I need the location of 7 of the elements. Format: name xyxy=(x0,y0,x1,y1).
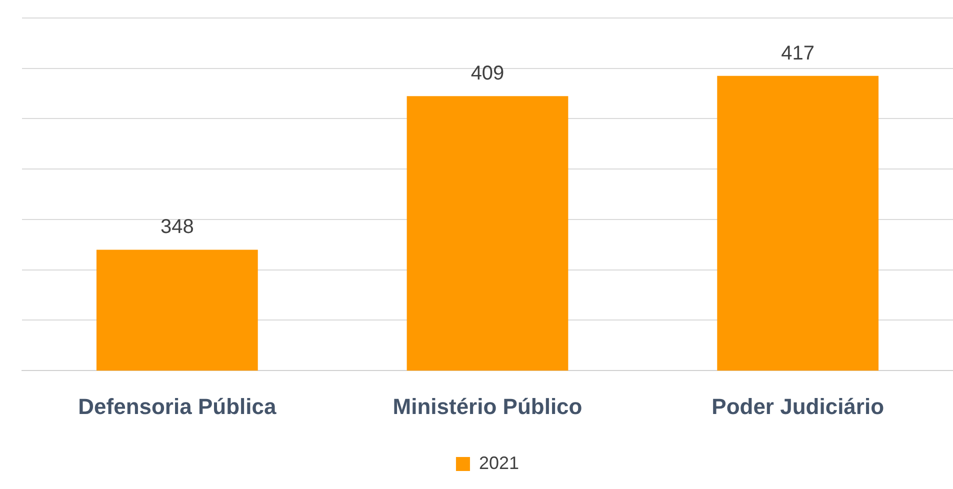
data-label: 348 xyxy=(160,216,194,238)
legend-label: 2021 xyxy=(478,452,520,473)
x-tick-label: Poder Judiciário xyxy=(712,394,884,419)
x-tick-label: Ministério Público xyxy=(392,394,582,419)
x-tick-label: Defensoria Pública xyxy=(78,394,277,419)
data-label: 417 xyxy=(781,42,815,64)
data-label: 409 xyxy=(470,62,504,85)
